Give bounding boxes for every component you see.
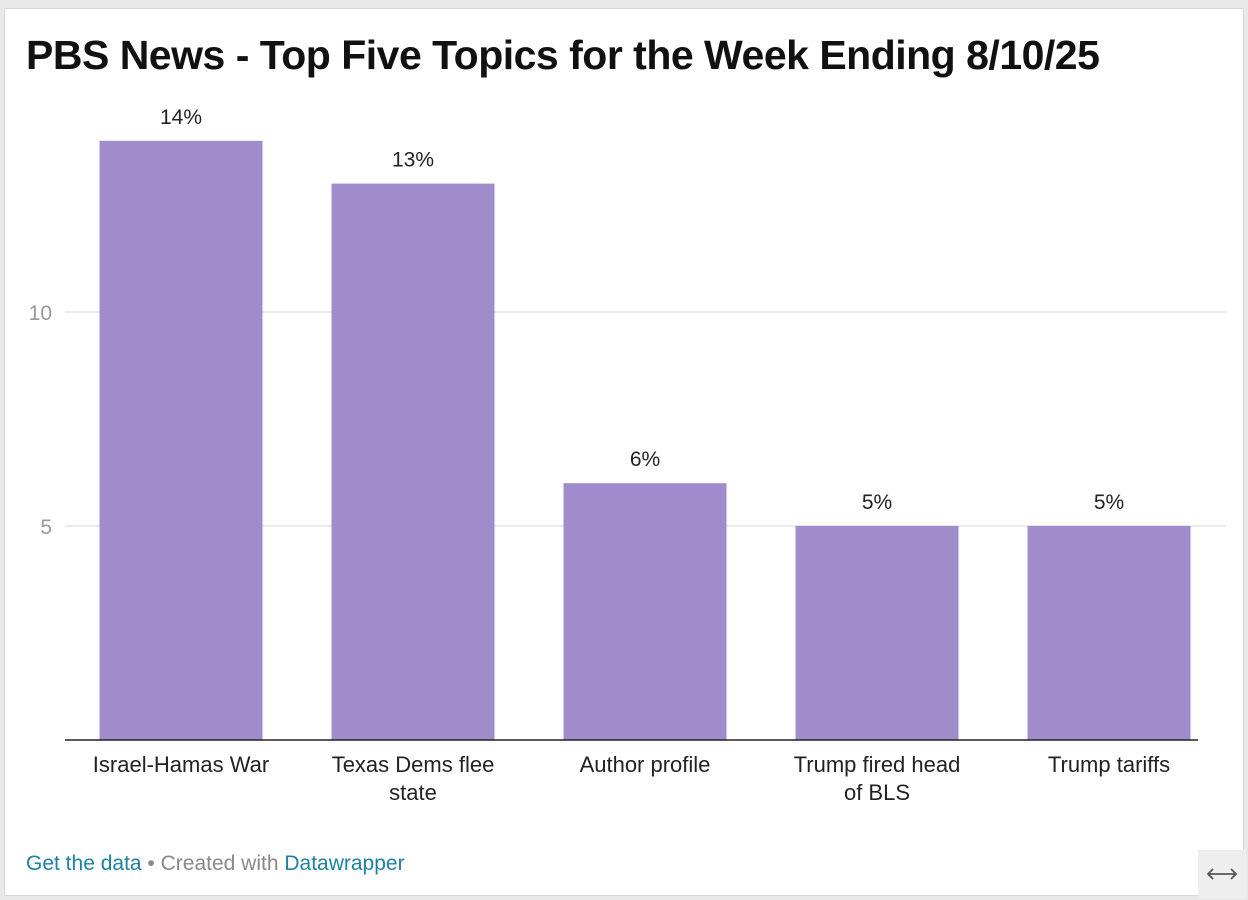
expand-horizontal-icon xyxy=(1206,868,1238,880)
chart-title: PBS News - Top Five Topics for the Week … xyxy=(26,32,1100,78)
data-label: 5% xyxy=(1094,491,1124,514)
data-label: 14% xyxy=(160,106,202,129)
footer-separator: • Created with xyxy=(141,852,285,875)
y-tick-label: 5 xyxy=(40,516,52,539)
x-tick-label: Trump fired head of BLS xyxy=(794,752,961,805)
bar xyxy=(1027,526,1191,740)
bar xyxy=(99,140,263,741)
x-tick-label: Israel-Hamas War xyxy=(93,752,269,777)
data-label: 5% xyxy=(862,491,892,514)
x-tick-label: Trump tariffs xyxy=(1048,752,1170,777)
expand-button[interactable] xyxy=(1198,850,1246,898)
bar xyxy=(331,183,495,741)
data-label: 13% xyxy=(392,149,434,172)
footer: Get the data • Created with Datawrapper xyxy=(26,852,405,876)
x-tick-label: Texas Dems flee state xyxy=(332,752,495,805)
y-tick-label: 10 xyxy=(29,302,52,325)
x-tick-label: Author profile xyxy=(580,752,711,777)
data-label: 6% xyxy=(630,448,660,471)
bar xyxy=(795,526,959,740)
bar xyxy=(563,483,727,740)
get-the-data-link[interactable]: Get the data xyxy=(26,852,142,875)
datawrapper-link[interactable]: Datawrapper xyxy=(284,852,405,875)
